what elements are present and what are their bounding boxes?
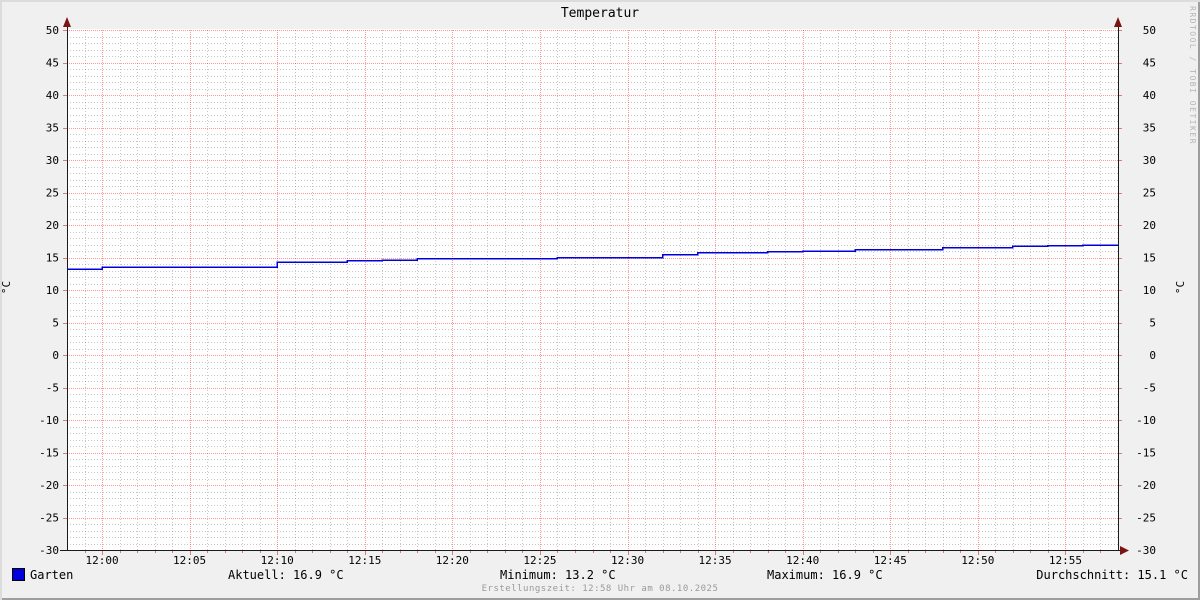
- x-axis-tick-label: 12:40: [786, 554, 819, 567]
- chart-title: Temperatur: [560, 6, 640, 21]
- legend-durchschnitt: Durchschnitt: 15.1 °C: [1036, 568, 1188, 582]
- y-axis-tick-label: 10: [46, 284, 59, 297]
- y-axis-tick-label: 30: [1143, 154, 1156, 167]
- legend-minimum: Minimum: 13.2 °C: [500, 568, 616, 582]
- y-axis-unit-right: °C: [1173, 280, 1187, 295]
- y-axis-tick-label: 30: [46, 154, 59, 167]
- y-axis-tick-label: 40: [46, 89, 59, 102]
- legend-maximum: Maximum: 16.9 °C: [767, 568, 883, 582]
- x-axis-tick-label: 12:55: [1049, 554, 1082, 567]
- y-axis-tick-label: -15: [39, 447, 59, 460]
- x-axis-tick-label: 12:15: [348, 554, 381, 567]
- y-axis-tick-label: 25: [46, 187, 59, 200]
- y-axis-tick-label: 5: [52, 317, 59, 330]
- legend-aktuell: Aktuell: 16.9 °C: [228, 568, 344, 582]
- y-axis-tick-label: 0: [1149, 349, 1156, 362]
- y-axis-tick-label: -5: [1143, 382, 1156, 395]
- y-axis-unit-left: °C: [0, 280, 14, 295]
- y-axis-tick-label: -10: [39, 414, 59, 427]
- y-axis-tick-label: -15: [1136, 447, 1156, 460]
- y-axis-tick-label: -25: [39, 512, 59, 525]
- y-axis-tick-label: -25: [1136, 512, 1156, 525]
- y-axis-tick-label: 45: [46, 57, 59, 70]
- y-axis-right-arrow-icon: [1114, 17, 1122, 27]
- legend-series-label: Garten: [30, 568, 74, 582]
- y-axis-tick-label: 15: [46, 252, 59, 265]
- y-axis-tick-label: 20: [1143, 219, 1156, 232]
- y-axis-tick-label: -5: [46, 382, 59, 395]
- creation-time: Erstellungszeit: 12:58 Uhr am 08.10.2025: [481, 584, 719, 594]
- y-axis-tick-label: 25: [1143, 187, 1156, 200]
- x-axis-tick-label: 12:35: [699, 554, 732, 567]
- x-axis-tick-label: 12:45: [874, 554, 907, 567]
- x-axis-tick-label: 12:20: [436, 554, 469, 567]
- rrdtool-watermark: RRDTOOL / TOBI OETIKER: [1188, 6, 1197, 145]
- y-axis-tick-label: 20: [46, 219, 59, 232]
- y-axis-tick-label: 40: [1143, 89, 1156, 102]
- x-axis-tick-label: 12:25: [523, 554, 556, 567]
- y-axis-tick-label: 5: [1149, 317, 1156, 330]
- x-axis-tick-label: 12:00: [85, 554, 118, 567]
- y-axis-tick-label: 35: [46, 122, 59, 135]
- x-axis-tick-label: 12:30: [611, 554, 644, 567]
- x-axis-arrow-icon: [1120, 546, 1129, 555]
- series-line-garten: [67, 244, 1118, 270]
- x-axis-tick-label: 12:05: [173, 554, 206, 567]
- legend-swatch: [12, 568, 25, 581]
- y-axis-tick-label: 50: [1143, 24, 1156, 37]
- x-axis-tick-label: 12:50: [961, 554, 994, 567]
- y-axis-left-arrow-icon: [63, 17, 71, 27]
- y-axis-tick-label: -10: [1136, 414, 1156, 427]
- y-axis-tick-label: -20: [1136, 479, 1156, 492]
- y-axis-tick-label: 0: [52, 349, 59, 362]
- y-axis-tick-label: 10: [1143, 284, 1156, 297]
- y-axis-tick-label: 15: [1143, 252, 1156, 265]
- y-axis-tick-label: -30: [39, 544, 59, 557]
- y-axis-tick-label: -30: [1136, 544, 1156, 557]
- y-axis-tick-label: -20: [39, 479, 59, 492]
- plot-background: [67, 29, 1118, 550]
- y-axis-tick-label: 35: [1143, 122, 1156, 135]
- x-axis-tick-label: 12:10: [261, 554, 294, 567]
- y-axis-tick-label: 50: [46, 24, 59, 37]
- y-axis-tick-label: 45: [1143, 57, 1156, 70]
